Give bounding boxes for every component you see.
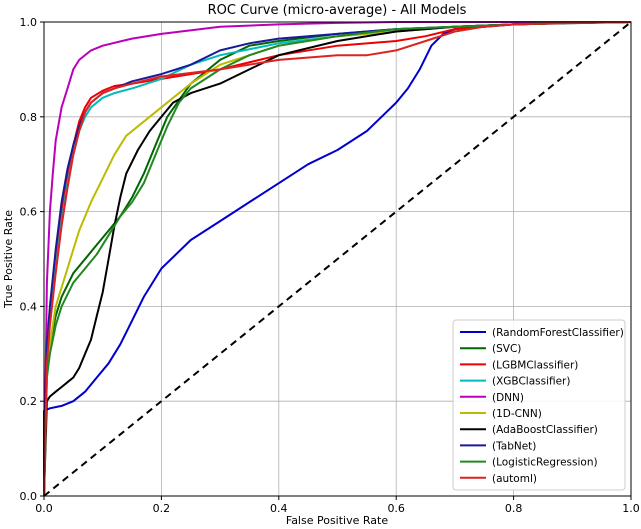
x-tick-label: 0.0 [35,502,53,515]
x-axis-label: False Positive Rate [286,514,388,527]
series-line-automl [43,21,632,497]
x-tick-label: 0.2 [153,502,171,515]
x-tick-label: 1.0 [622,502,640,515]
y-tick-label: 1.0 [20,16,38,29]
series-line-logisticregression [43,21,632,497]
legend-label: (LogisticRegression) [492,457,598,469]
y-tick-label: 0.4 [20,300,38,313]
y-tick-label: 0.0 [20,490,38,503]
y-axis-ticks: 0.0 0.2 0.4 0.6 0.8 1.0 [20,16,44,503]
diagonal-reference-line [43,21,632,497]
legend-label: (automl) [492,473,537,485]
plot-frame [43,21,632,497]
chart-title: ROC Curve (micro-average) - All Models [208,3,467,18]
legend-label: (XGBClassifier) [492,376,570,388]
y-tick-label: 0.8 [20,111,38,124]
legend-label: (LGBMClassifier) [492,359,578,371]
x-tick-label: 0.6 [387,502,405,515]
y-tick-label: 0.2 [20,395,38,408]
series-layer [43,21,632,497]
x-tick-label: 0.8 [505,502,523,515]
legend-box [452,319,626,491]
legend-label: (TabNet) [492,440,536,452]
legend-label: (RandomForestClassifier) [492,327,624,339]
x-tick-label: 0.4 [270,502,288,515]
y-axis-label: True Positive Rate [2,210,15,309]
legend-label: (AdaBoostClassifier) [492,424,598,436]
series-line-adaboostclassifier [43,21,632,497]
y-tick-label: 0.6 [20,206,38,219]
series-line-randomforestclassifier [43,21,632,496]
x-axis-ticks: 0.0 0.2 0.4 0.6 0.8 1.0 [35,496,640,515]
legend-label: (1D-CNN) [492,408,542,420]
series-line-lgbmclassifier [43,21,632,497]
legend: (RandomForestClassifier) (SVC) (LGBMClassi… [452,319,626,491]
legend-label: (DNN) [492,392,524,404]
legend-label: (SVC) [492,343,521,355]
